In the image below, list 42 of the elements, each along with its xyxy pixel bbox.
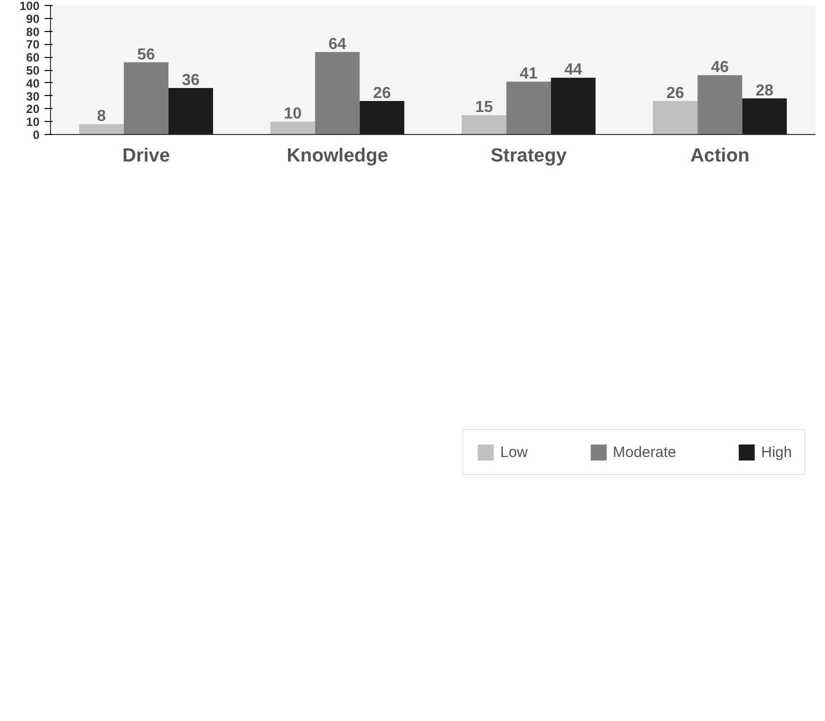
y-tick-label: 20 bbox=[26, 102, 40, 116]
bar bbox=[506, 82, 551, 134]
y-tick-label: 30 bbox=[26, 89, 40, 104]
x-tick-label: Strategy bbox=[490, 146, 568, 166]
bar bbox=[462, 115, 506, 134]
data-label: 10 bbox=[284, 106, 302, 123]
y-tick-label: 100 bbox=[19, 0, 40, 13]
bar bbox=[742, 98, 787, 134]
bar bbox=[652, 100, 698, 134]
bar bbox=[360, 100, 404, 134]
bar bbox=[315, 52, 360, 134]
y-tick-label: 40 bbox=[26, 76, 40, 90]
x-tick-label: Action bbox=[690, 146, 750, 166]
legend-label: High bbox=[761, 444, 792, 460]
y-tick-label: 80 bbox=[26, 24, 40, 39]
bar bbox=[698, 75, 742, 134]
bar bbox=[124, 62, 168, 134]
data-label: 26 bbox=[666, 84, 684, 102]
y-tick-label: 90 bbox=[26, 12, 40, 26]
data-label: 44 bbox=[564, 62, 582, 79]
bar bbox=[550, 78, 596, 134]
bar bbox=[270, 122, 316, 134]
y-tick-label: 0 bbox=[32, 128, 40, 142]
bar bbox=[168, 88, 214, 134]
data-label: 36 bbox=[182, 72, 200, 90]
data-label: 26 bbox=[373, 84, 391, 102]
data-label: 46 bbox=[710, 59, 729, 76]
data-label: 64 bbox=[328, 36, 346, 53]
legend-label: Low bbox=[500, 444, 528, 460]
data-label: 15 bbox=[475, 99, 493, 116]
data-label: 28 bbox=[756, 82, 774, 100]
bar bbox=[79, 124, 124, 134]
legend-label: Moderate bbox=[612, 444, 676, 460]
x-tick-label: Drive bbox=[122, 146, 170, 166]
data-label: 56 bbox=[137, 46, 156, 64]
x-tick-label: Knowledge bbox=[286, 146, 388, 166]
data-label: 41 bbox=[520, 66, 538, 83]
y-tick-label: 10 bbox=[26, 115, 40, 130]
y-tick-label: 70 bbox=[26, 38, 40, 52]
y-tick-label: 50 bbox=[26, 64, 40, 78]
data-label: 8 bbox=[97, 108, 106, 126]
y-tick-label: 60 bbox=[26, 50, 40, 65]
